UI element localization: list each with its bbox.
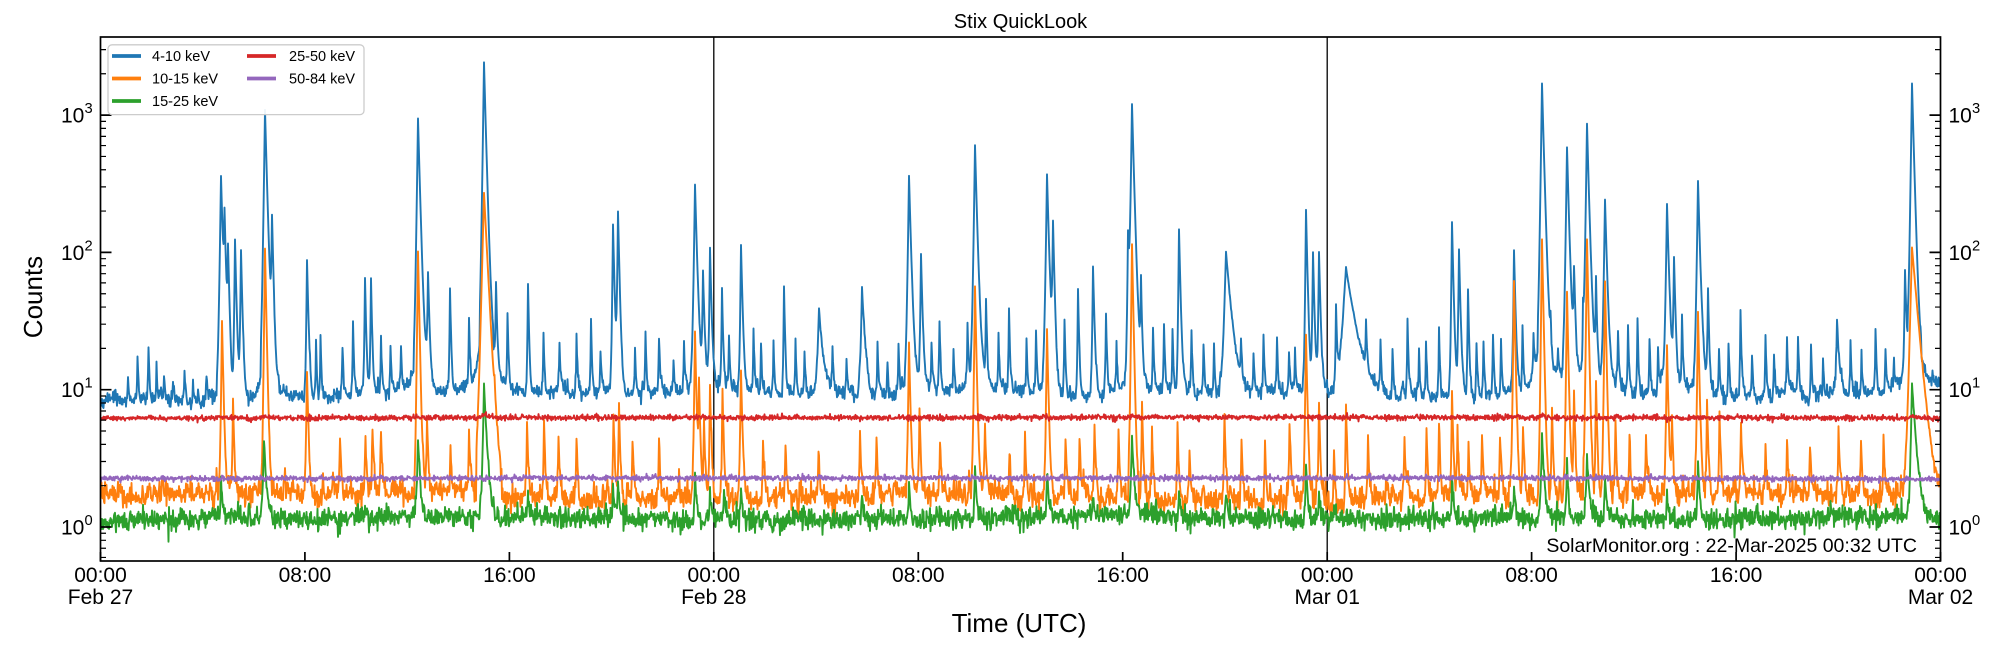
svg-text:Feb 28: Feb 28 — [681, 586, 746, 609]
svg-text:08:00: 08:00 — [1505, 564, 1558, 587]
svg-text:10: 10 — [1949, 379, 1972, 402]
svg-text:Mar 02: Mar 02 — [1908, 586, 1973, 609]
svg-text:Feb 27: Feb 27 — [68, 586, 133, 609]
svg-text:2: 2 — [85, 238, 93, 254]
svg-text:3: 3 — [1972, 101, 1980, 117]
svg-text:Mar 01: Mar 01 — [1295, 586, 1360, 609]
svg-text:00:00: 00:00 — [74, 564, 127, 587]
svg-text:1: 1 — [1972, 376, 1980, 392]
svg-text:08:00: 08:00 — [892, 564, 945, 587]
svg-text:50-84 keV: 50-84 keV — [289, 72, 355, 88]
svg-text:25-50 keV: 25-50 keV — [289, 49, 355, 65]
svg-text:Stix QuickLook: Stix QuickLook — [954, 11, 1088, 33]
svg-text:10: 10 — [1949, 242, 1972, 265]
svg-text:15-25 keV: 15-25 keV — [152, 94, 218, 110]
svg-text:Counts: Counts — [18, 256, 48, 338]
svg-text:16:00: 16:00 — [1710, 564, 1763, 587]
svg-text:1: 1 — [85, 376, 93, 392]
svg-text:Time (UTC): Time (UTC) — [952, 608, 1087, 638]
svg-text:0: 0 — [1972, 513, 1980, 529]
svg-text:10: 10 — [1949, 105, 1972, 128]
svg-text:16:00: 16:00 — [1096, 564, 1149, 587]
svg-text:3: 3 — [85, 101, 93, 117]
svg-text:16:00: 16:00 — [483, 564, 536, 587]
svg-text:10: 10 — [61, 517, 84, 540]
svg-text:08:00: 08:00 — [279, 564, 332, 587]
svg-text:10: 10 — [61, 242, 84, 265]
svg-text:00:00: 00:00 — [688, 564, 741, 587]
svg-text:2: 2 — [1972, 238, 1980, 254]
svg-text:00:00: 00:00 — [1301, 564, 1354, 587]
svg-text:10-15 keV: 10-15 keV — [152, 72, 218, 88]
svg-text:4-10 keV: 4-10 keV — [152, 49, 210, 65]
svg-text:00:00: 00:00 — [1914, 564, 1967, 587]
svg-text:SolarMonitor.org : 22-Mar-2025: SolarMonitor.org : 22-Mar-2025 00:32 UTC — [1546, 535, 1917, 557]
svg-text:0: 0 — [85, 513, 93, 529]
svg-text:10: 10 — [61, 379, 84, 402]
svg-text:10: 10 — [61, 105, 84, 128]
svg-text:10: 10 — [1949, 517, 1972, 540]
